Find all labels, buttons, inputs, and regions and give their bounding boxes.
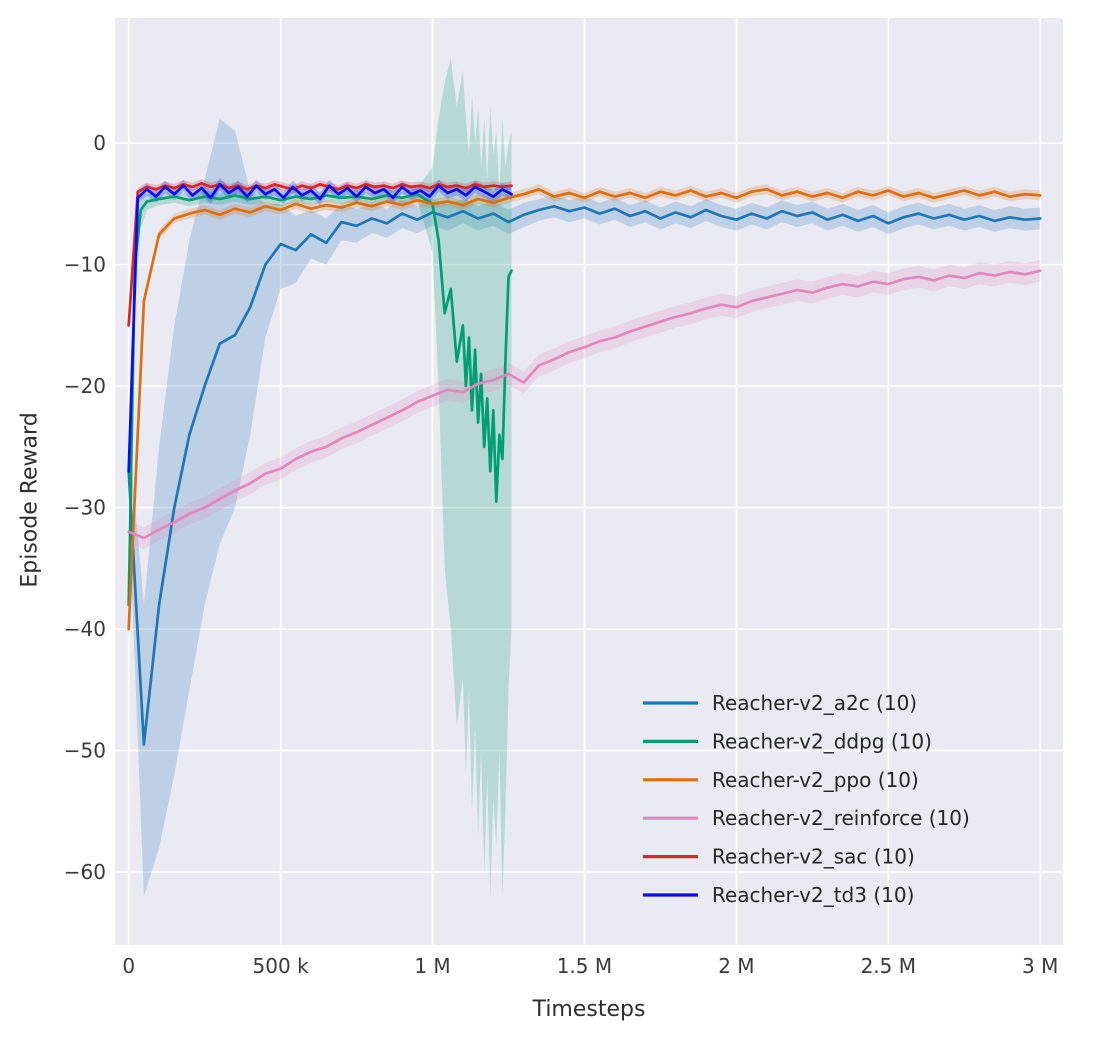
legend-item-a2c: Reacher-v2_a2c (10) [643,691,917,715]
gridlines [115,18,1063,945]
legend-label-a2c: Reacher-v2_a2c (10) [712,691,917,715]
x-tick-label: 0 [122,954,135,978]
x-tick-label: 2 M [718,954,754,978]
legend-label-sac: Reacher-v2_sac (10) [712,845,915,869]
x-tick-label: 500 k [253,954,310,978]
line-ddpg [127,192,513,607]
x-tick-label: 2.5 M [861,954,916,978]
legend: Reacher-v2_a2c (10) Reacher-v2_ddpg (10) R… [643,691,970,907]
x-axis-label: Timesteps [532,997,646,1022]
legend-label-td3: Reacher-v2_td3 (10) [712,883,914,907]
x-tick-label: 1.5 M [557,954,612,978]
y-tick-label: 0 [93,131,106,155]
y-tick-label: −30 [64,496,106,520]
y-tick-label: −10 [64,253,106,277]
band-ddpg [128,58,512,897]
line-reinforce [127,269,1042,540]
plot-background [115,18,1063,945]
y-tick-label: −60 [64,860,106,884]
legend-item-ppo: Reacher-v2_ppo (10) [643,768,919,792]
legend-item-reinforce: Reacher-v2_reinforce (10) [643,806,970,830]
legend-label-ddpg: Reacher-v2_ddpg (10) [712,729,932,753]
line-a2c [127,204,1042,746]
y-axis-label: Episode Reward [17,412,43,588]
y-tick-label: −50 [64,739,106,763]
line-sac [127,181,513,327]
tick-labels: 0 500 k 1 M 1.5 M 2 M 2.5 M 3 M 0 −10 −20 −30 −40 −5… [64,131,1059,978]
x-tick-label: 1 M [414,954,450,978]
x-tick-label: 3 M [1022,954,1058,978]
line-ppo [127,187,1042,631]
band-a2c [128,118,1041,897]
legend-label-reinforce: Reacher-v2_reinforce (10) [712,806,970,830]
legend-item-td3: Reacher-v2_td3 (10) [643,883,914,907]
legend-item-ddpg: Reacher-v2_ddpg (10) [643,729,932,753]
y-tick-label: −20 [64,374,106,398]
series-layer [127,58,1042,897]
legend-label-ppo: Reacher-v2_ppo (10) [712,768,919,792]
line-td3 [127,183,513,473]
y-tick-label: −40 [64,617,106,641]
legend-item-sac: Reacher-v2_sac (10) [643,845,915,869]
